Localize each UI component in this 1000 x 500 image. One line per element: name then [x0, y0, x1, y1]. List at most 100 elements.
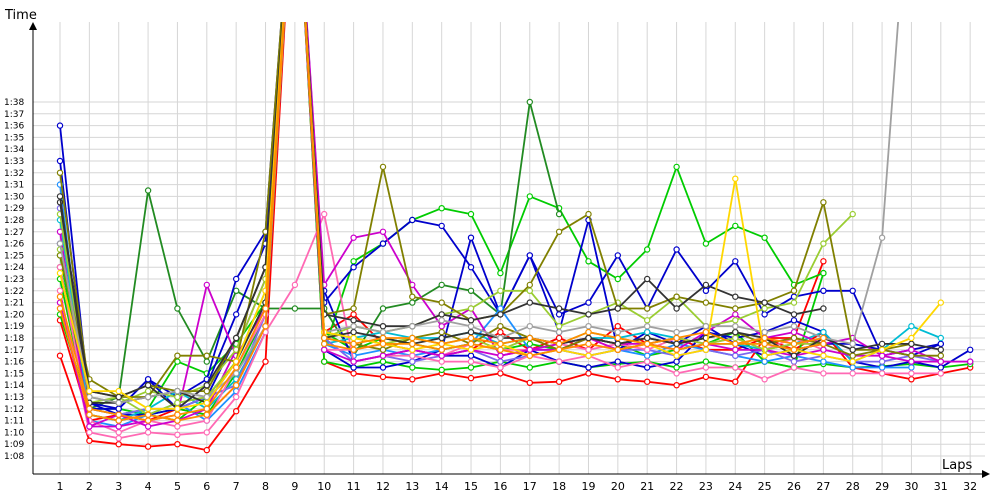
- data-point: [790, 358, 798, 365]
- data-point: [820, 269, 827, 277]
- data-point: [203, 382, 210, 389]
- data-point: [438, 323, 445, 330]
- data-point: [673, 334, 680, 342]
- data-point: [174, 431, 181, 438]
- data-point: [497, 328, 504, 336]
- x-tick-label: 14: [435, 480, 449, 493]
- data-point: [585, 346, 592, 353]
- x-axis-arrow: [982, 470, 990, 478]
- x-tick-label: 28: [846, 480, 860, 493]
- data-point: [761, 234, 768, 241]
- y-tick-label: 1:33: [4, 157, 24, 167]
- data-point: [790, 364, 798, 371]
- y-tick-label: 1:32: [4, 169, 24, 179]
- data-point: [585, 299, 592, 306]
- x-tick-label: 21: [640, 480, 654, 493]
- data-point: [409, 358, 416, 365]
- data-point: [673, 328, 680, 336]
- data-point: [673, 382, 680, 389]
- data-point: [878, 370, 886, 377]
- series-line: [59, 22, 912, 428]
- data-point: [732, 293, 739, 300]
- x-tick-label: 6: [203, 480, 210, 493]
- data-point: [790, 311, 798, 318]
- data-point: [761, 334, 768, 342]
- data-point: [350, 364, 357, 371]
- x-tick-label: 29: [875, 480, 889, 493]
- data-point: [174, 358, 181, 365]
- y-tick-label: 1:26: [4, 240, 24, 250]
- data-point: [115, 429, 122, 436]
- data-point: [526, 364, 534, 371]
- x-tick-label: 10: [317, 480, 331, 493]
- data-point: [937, 299, 945, 306]
- axes: Time Laps: [4, 8, 990, 478]
- data-point: [497, 323, 504, 330]
- data-point: [174, 441, 181, 448]
- x-tick-label: 7: [233, 480, 240, 493]
- data-point: [585, 311, 592, 318]
- data-point: [644, 323, 651, 330]
- data-point: [115, 399, 122, 407]
- data-point: [555, 340, 563, 348]
- data-point: [438, 311, 445, 318]
- data-point: [820, 334, 827, 342]
- y-tick-label: 1:08: [4, 452, 24, 462]
- data-point: [350, 370, 357, 377]
- data-point: [438, 281, 445, 289]
- data-point: [702, 287, 710, 294]
- data-point: [203, 387, 210, 395]
- data-point: [820, 199, 827, 206]
- data-point: [673, 346, 680, 353]
- data-point: [614, 305, 622, 312]
- data-point: [937, 352, 945, 359]
- data-point: [732, 352, 739, 359]
- data-point: [174, 305, 181, 312]
- data-point: [644, 352, 651, 359]
- x-tick-label: 24: [728, 480, 742, 493]
- data-point: [614, 346, 622, 353]
- data-point: [232, 287, 240, 294]
- data-point: [467, 352, 475, 359]
- data-point: [438, 317, 445, 324]
- data-point: [409, 364, 416, 371]
- data-point: [820, 370, 827, 377]
- data-point: [56, 169, 64, 176]
- data-point: [732, 334, 739, 342]
- y-tick-label: 1:09: [4, 440, 24, 450]
- data-point: [115, 393, 122, 401]
- data-point: [467, 234, 475, 241]
- y-tick-label: 1:29: [4, 204, 24, 214]
- data-point: [379, 328, 387, 336]
- series-line: [59, 22, 899, 404]
- data-point: [203, 393, 210, 401]
- data-point: [174, 387, 181, 395]
- x-tick-label: 25: [758, 480, 772, 493]
- data-point: [438, 352, 445, 359]
- data-point: [56, 287, 64, 294]
- data-point: [555, 346, 563, 353]
- x-tick-label: 3: [115, 480, 122, 493]
- data-point: [144, 376, 152, 383]
- data-point: [614, 364, 622, 371]
- data-point: [820, 305, 827, 312]
- data-point: [497, 352, 504, 359]
- y-tick-label: 1:18: [4, 334, 24, 344]
- data-point: [379, 305, 387, 312]
- data-point: [937, 364, 945, 371]
- data-point: [702, 240, 710, 247]
- data-point: [526, 287, 534, 294]
- x-tick-label: 13: [405, 480, 419, 493]
- data-point: [526, 352, 534, 359]
- data-point: [585, 364, 592, 371]
- data-point: [438, 358, 445, 365]
- data-point: [644, 364, 651, 371]
- y-axis-title: Time: [4, 8, 37, 23]
- data-point: [849, 340, 856, 348]
- series-25: [56, 22, 827, 424]
- data-point: [203, 352, 210, 359]
- data-point: [702, 281, 710, 289]
- y-tick-label: 1:12: [4, 405, 24, 415]
- data-point: [438, 334, 445, 342]
- data-point: [937, 340, 945, 348]
